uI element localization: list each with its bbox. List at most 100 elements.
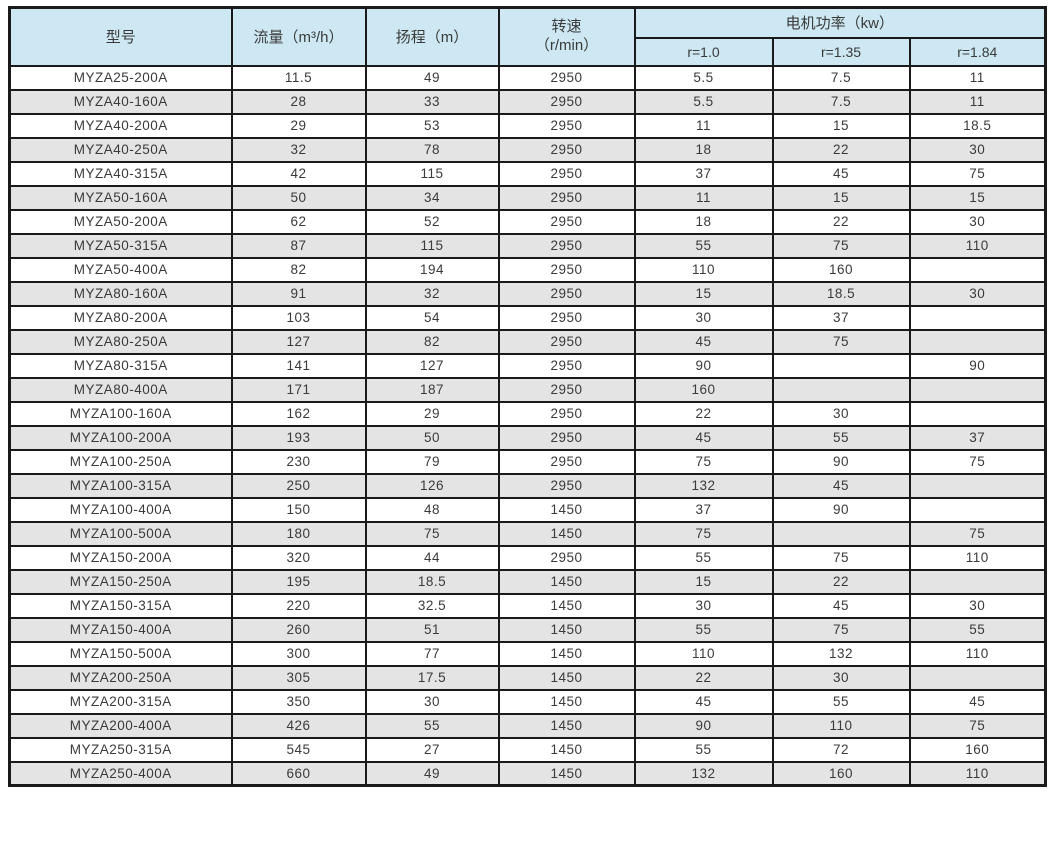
table-row: MYZA100-250A 230 79 2950 75 90 75 [8, 448, 1047, 475]
table-row: MYZA25-200A 11.5 49 2950 5.5 7.5 11 [8, 64, 1047, 91]
flow-cell: 32 [230, 136, 367, 163]
model-cell: MYZA100-400A [8, 496, 233, 523]
power-r1-0-cell: 75 [633, 448, 774, 475]
power-r1-35-cell: 37 [771, 304, 911, 331]
table-row: MYZA150-315A 220 32.5 1450 30 45 30 [8, 592, 1047, 619]
power-r1-35-cell: 55 [771, 424, 911, 451]
power-r1-35-cell: 45 [771, 472, 911, 499]
table-row: MYZA100-315A 250 126 2950 132 45 [8, 472, 1047, 499]
power-r1-0-cell: 45 [633, 328, 774, 355]
head-cell: 17.5 [364, 664, 500, 691]
power-r1-0-cell: 45 [633, 424, 774, 451]
head-cell: 48 [364, 496, 500, 523]
power-subheader-row: r=1.0 r=1.35 r=1.84 [10, 36, 1047, 67]
model-cell: MYZA100-250A [8, 448, 233, 475]
power-r1-0-cell: 90 [633, 352, 774, 379]
power-r1-84-cell [908, 472, 1047, 499]
table-row: MYZA150-500A 300 77 1450 110 132 110 [8, 640, 1047, 667]
model-cell: MYZA200-400A [8, 712, 233, 739]
table-row: MYZA50-200A 62 52 2950 18 22 30 [8, 208, 1047, 235]
speed-cell: 1450 [497, 592, 636, 619]
table-row: MYZA150-400A 260 51 1450 55 75 55 [8, 616, 1047, 643]
table-row: MYZA50-400A 82 194 2950 110 160 [8, 256, 1047, 283]
power-r1-35-cell: 90 [771, 496, 911, 523]
flow-cell: 195 [230, 568, 367, 595]
power-r1-84-cell: 30 [908, 136, 1047, 163]
power-r1-84-cell: 75 [908, 448, 1047, 475]
flow-cell: 660 [230, 760, 367, 787]
model-cell: MYZA80-160A [8, 280, 233, 307]
table-row: MYZA250-400A 660 49 1450 132 160 110 [8, 760, 1047, 787]
power-r1-0-cell: 5.5 [633, 88, 774, 115]
flow-cell: 87 [230, 232, 367, 259]
head-cell: 18.5 [364, 568, 500, 595]
head-cell: 187 [364, 376, 500, 403]
power-r1-35-cell: 45 [771, 592, 911, 619]
speed-cell: 2950 [497, 352, 636, 379]
flow-cell: 162 [230, 400, 367, 427]
power-r1-0-cell: 18 [633, 136, 774, 163]
power-r1-0-cell: 18 [633, 208, 774, 235]
speed-cell: 2950 [497, 400, 636, 427]
model-cell: MYZA50-400A [8, 256, 233, 283]
power-r1-35-cell [771, 352, 911, 379]
power-r1-0-cell: 110 [633, 256, 774, 283]
speed-cell: 1450 [497, 664, 636, 691]
power-r1-35-cell: 90 [771, 448, 911, 475]
model-cell: MYZA200-250A [8, 664, 233, 691]
table-row: MYZA40-200A 29 53 2950 11 15 18.5 [8, 112, 1047, 139]
flow-cell: 171 [230, 376, 367, 403]
speed-cell: 2950 [497, 328, 636, 355]
flow-cell: 127 [230, 328, 367, 355]
speed-cell: 2950 [497, 424, 636, 451]
power-r1-0-cell: 55 [633, 736, 774, 763]
table-row: MYZA80-400A 171 187 2950 160 [8, 376, 1047, 403]
head-cell: 53 [364, 112, 500, 139]
power-r1-35-cell: 15 [771, 112, 911, 139]
table-row: MYZA40-315A 42 115 2950 37 45 75 [8, 160, 1047, 187]
head-cell: 126 [364, 472, 500, 499]
table-row: MYZA100-200A 193 50 2950 45 55 37 [8, 424, 1047, 451]
flow-cell: 220 [230, 592, 367, 619]
head-cell: 55 [364, 712, 500, 739]
power-r1-35-cell: 72 [771, 736, 911, 763]
head-cell: 52 [364, 208, 500, 235]
header-power-r1-35: r=1.35 [771, 36, 911, 67]
table-row: MYZA50-160A 50 34 2950 11 15 15 [8, 184, 1047, 211]
power-r1-35-cell [771, 376, 911, 403]
power-r1-84-cell: 11 [908, 88, 1047, 115]
power-r1-0-cell: 22 [633, 400, 774, 427]
speed-cell: 2950 [497, 208, 636, 235]
model-cell: MYZA100-315A [8, 472, 233, 499]
power-r1-0-cell: 11 [633, 184, 774, 211]
speed-cell: 2950 [497, 544, 636, 571]
power-r1-0-cell: 11 [633, 112, 774, 139]
power-r1-35-cell: 55 [771, 688, 911, 715]
power-r1-84-cell: 30 [908, 592, 1047, 619]
head-cell: 194 [364, 256, 500, 283]
power-r1-84-cell [908, 568, 1047, 595]
speed-cell: 1450 [497, 616, 636, 643]
power-r1-84-cell [908, 664, 1047, 691]
flow-cell: 150 [230, 496, 367, 523]
header-power-group: 电机功率（kw） [633, 6, 1047, 39]
flow-cell: 42 [230, 160, 367, 187]
header-power-r1-84: r=1.84 [908, 36, 1047, 67]
speed-cell: 2950 [497, 88, 636, 115]
flow-cell: 62 [230, 208, 367, 235]
head-cell: 49 [364, 760, 500, 787]
flow-cell: 426 [230, 712, 367, 739]
model-cell: MYZA50-315A [8, 232, 233, 259]
power-r1-35-cell: 75 [771, 328, 911, 355]
head-cell: 30 [364, 688, 500, 715]
flow-cell: 141 [230, 352, 367, 379]
model-cell: MYZA100-200A [8, 424, 233, 451]
head-cell: 127 [364, 352, 500, 379]
model-cell: MYZA150-315A [8, 592, 233, 619]
head-cell: 75 [364, 520, 500, 547]
model-cell: MYZA150-400A [8, 616, 233, 643]
power-r1-84-cell: 15 [908, 184, 1047, 211]
power-r1-84-cell [908, 256, 1047, 283]
power-r1-35-cell: 110 [771, 712, 911, 739]
power-r1-84-cell: 90 [908, 352, 1047, 379]
